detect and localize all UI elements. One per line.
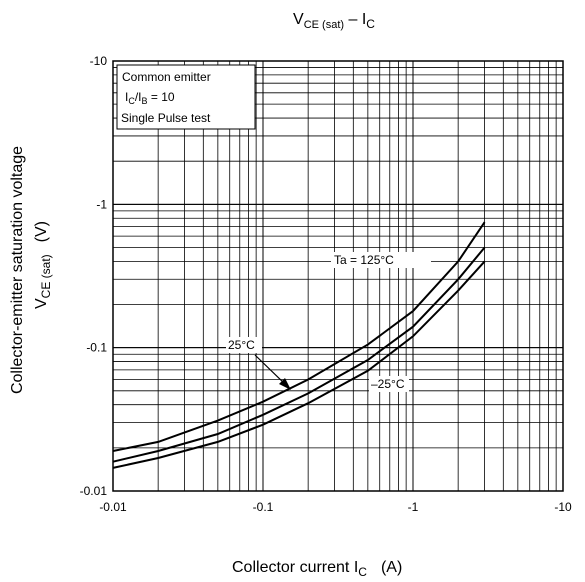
series-line-0 [112, 221, 486, 452]
series-line-2 [112, 260, 486, 469]
plot-frame [112, 60, 564, 492]
grid-lines [112, 60, 564, 492]
y-axis-label-line1: Collector-emitter saturation voltage [9, 146, 26, 394]
series-group [112, 221, 486, 469]
x-tick-labels: -0.01 -0.1 -1 -10 [99, 500, 572, 514]
y-tick-label: -1 [96, 197, 107, 211]
series-line-1 [112, 246, 486, 463]
y-tick-label: -0.1 [86, 341, 107, 355]
x-tick-label: -1 [408, 500, 419, 514]
legend-line-ratio: IC/IB = 10 [125, 90, 175, 106]
x-tick-label: -10 [554, 500, 572, 514]
legend-line-common-emitter: Common emitter [122, 70, 211, 84]
chart-title: VCE (sat) – IC [293, 11, 375, 31]
y-tick-label: -0.01 [80, 484, 108, 498]
x-tick-label: -0.1 [253, 500, 274, 514]
arrow-25c-head [279, 378, 291, 390]
label-ta-125: Ta = 125°C [334, 253, 394, 267]
legend-box: Common emitter IC/IB = 10 Single Pulse t… [116, 64, 256, 130]
y-tick-labels: -10 -1 -0.1 -0.01 [80, 54, 108, 498]
label-minus-25c: –25°C [371, 377, 405, 391]
annotations: Ta = 125°C 25°C –25°C [226, 252, 431, 392]
arrow-25c [254, 354, 287, 386]
x-axis-label: Collector current IC (A) [232, 559, 402, 579]
label-25c: 25°C [228, 338, 255, 352]
y-tick-label: -10 [90, 54, 108, 68]
y-axis-label-line2: VCE (sat)(V) [33, 221, 53, 309]
legend-line-single-pulse: Single Pulse test [121, 111, 211, 125]
x-tick-label: -0.01 [99, 500, 127, 514]
